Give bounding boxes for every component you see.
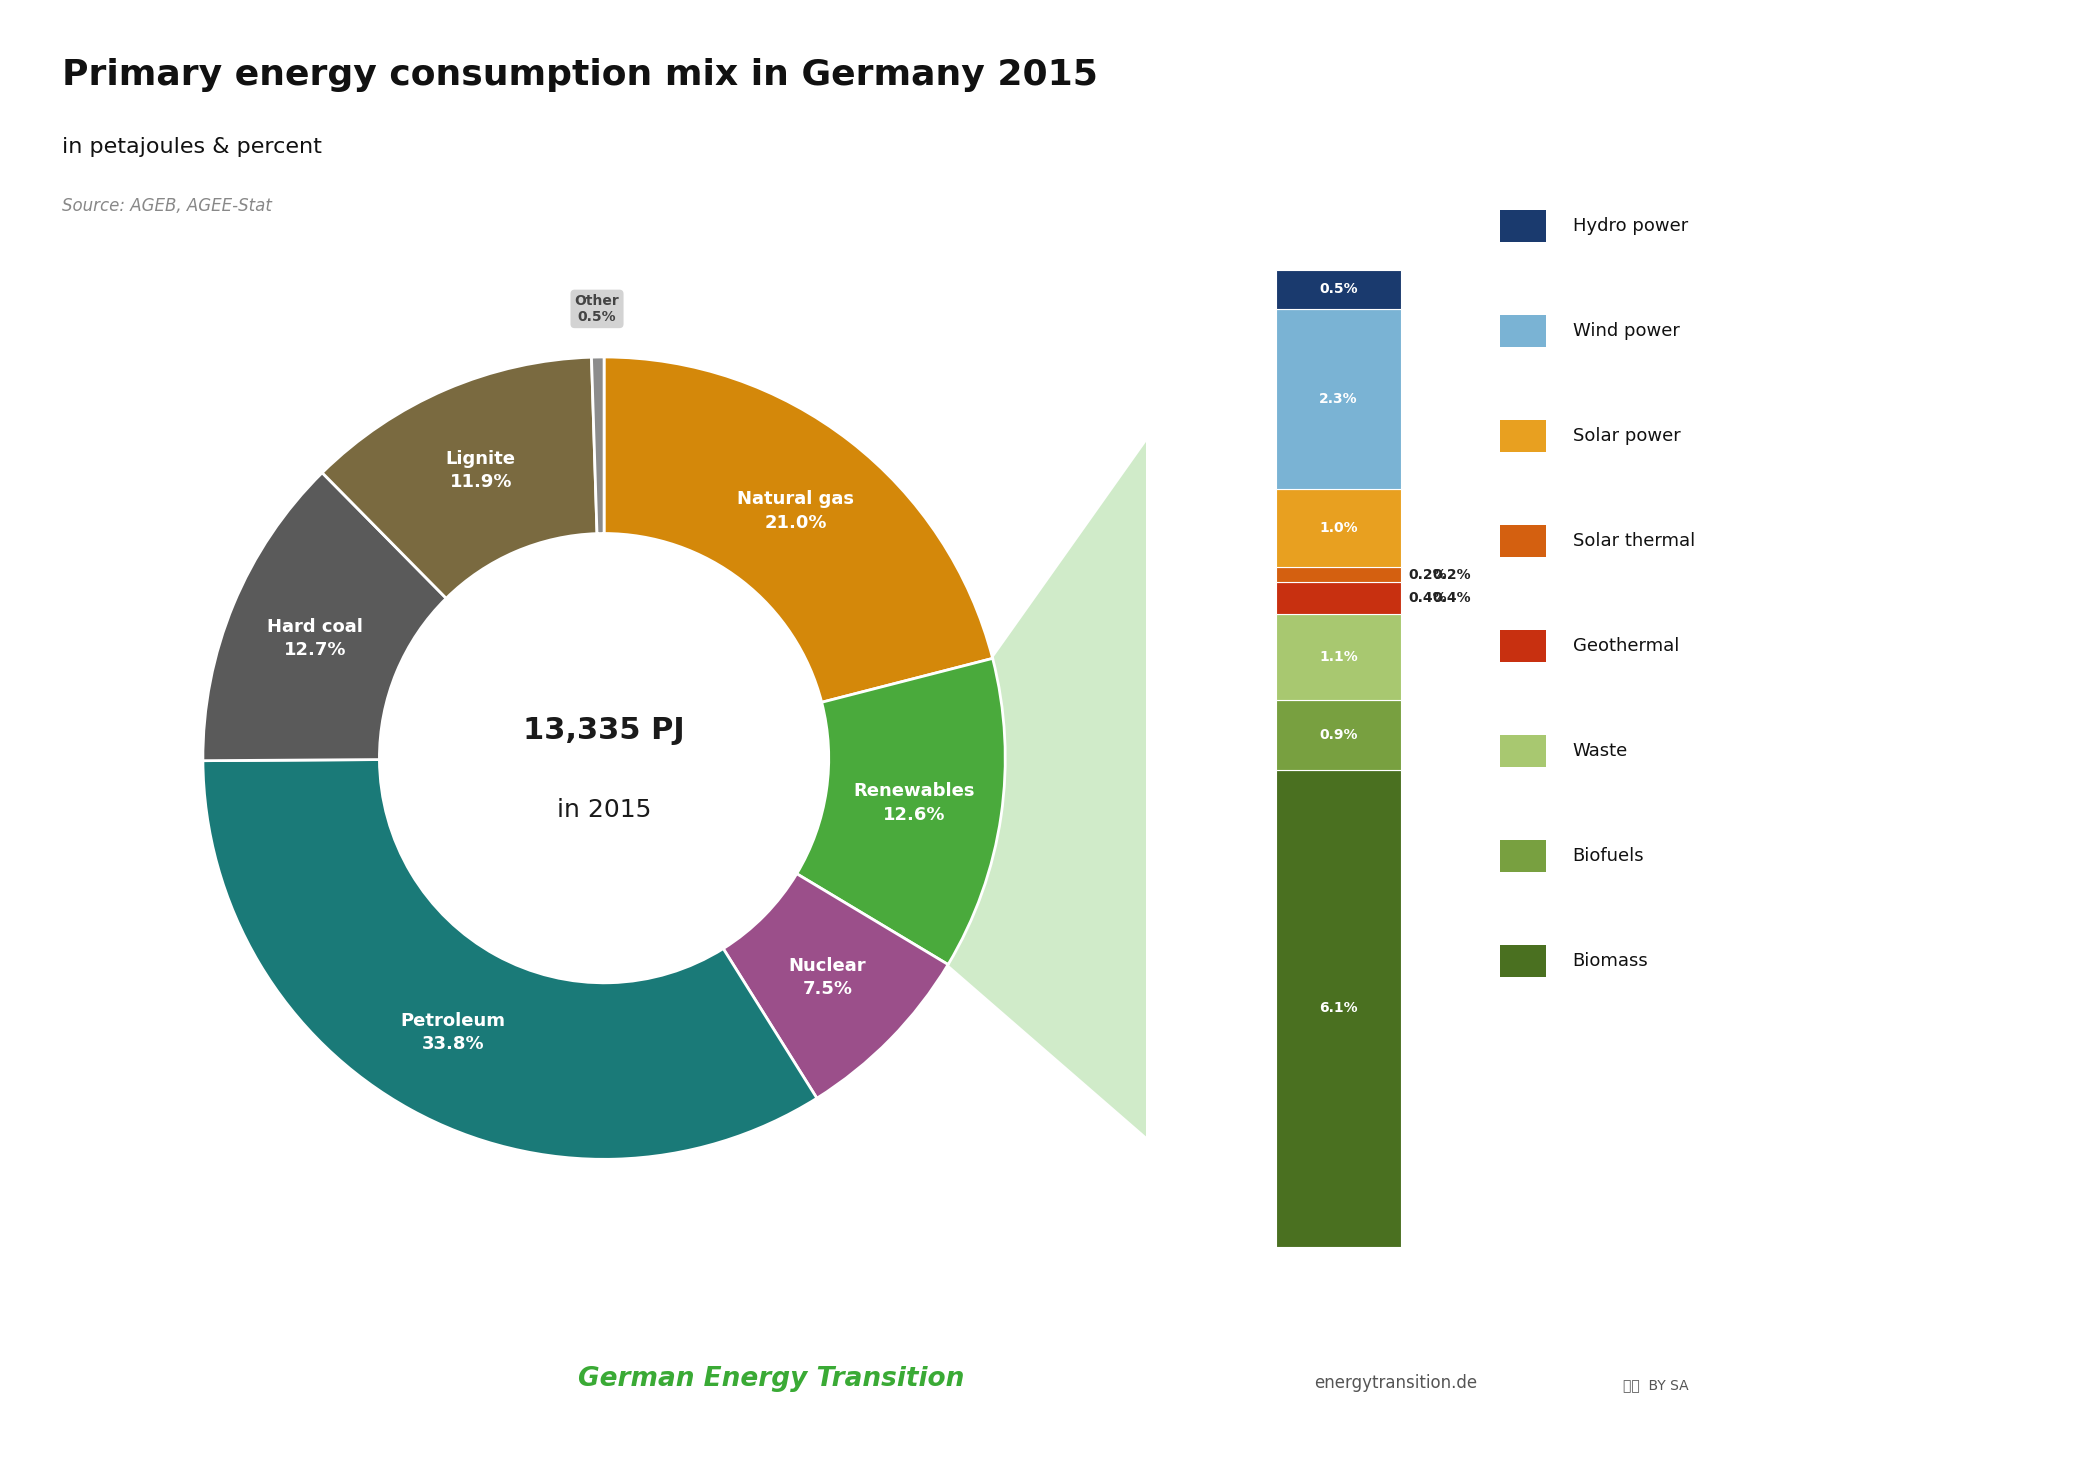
Bar <box>1275 270 1400 309</box>
Bar <box>1275 567 1400 582</box>
Polygon shape <box>948 281 1260 1235</box>
Wedge shape <box>202 472 446 761</box>
Text: Biomass: Biomass <box>1573 952 1648 970</box>
Text: Source: AGEB, AGEE-Stat: Source: AGEB, AGEE-Stat <box>62 197 273 214</box>
Text: Natural gas
21.0%: Natural gas 21.0% <box>737 490 854 532</box>
Text: Other
0.5%: Other 0.5% <box>575 295 619 324</box>
Text: Lignite
11.9%: Lignite 11.9% <box>446 451 517 491</box>
Bar <box>1275 700 1400 770</box>
Text: Petroleum
33.8%: Petroleum 33.8% <box>400 1012 506 1053</box>
Text: 0.5%: 0.5% <box>1319 283 1358 296</box>
Wedge shape <box>592 357 604 534</box>
Text: Waste: Waste <box>1573 742 1629 760</box>
Text: Solar power: Solar power <box>1573 427 1681 445</box>
Text: 0.4%: 0.4% <box>1408 590 1448 605</box>
Text: 0.2%: 0.2% <box>1431 567 1471 582</box>
Text: Hydro power: Hydro power <box>1573 217 1687 235</box>
Text: energytransition.de: energytransition.de <box>1314 1375 1477 1392</box>
Text: Biofuels: Biofuels <box>1573 847 1643 865</box>
Text: Geothermal: Geothermal <box>1573 637 1679 655</box>
Text: 0.4%: 0.4% <box>1431 590 1471 605</box>
Text: Solar thermal: Solar thermal <box>1573 532 1696 550</box>
Bar <box>1275 488 1400 567</box>
Wedge shape <box>202 760 817 1159</box>
Text: in petajoules & percent: in petajoules & percent <box>62 137 323 157</box>
Text: 2.3%: 2.3% <box>1319 392 1358 405</box>
Bar <box>1275 614 1400 700</box>
Text: Wind power: Wind power <box>1573 322 1679 340</box>
Bar <box>1275 309 1400 488</box>
Text: in 2015: in 2015 <box>556 799 652 822</box>
Wedge shape <box>723 873 948 1098</box>
Text: Renewables
12.6%: Renewables 12.6% <box>852 783 975 824</box>
Wedge shape <box>604 357 994 703</box>
Text: 0.9%: 0.9% <box>1319 728 1358 742</box>
Text: 1.1%: 1.1% <box>1319 650 1358 663</box>
Text: ⒸⒸ  BY SA: ⒸⒸ BY SA <box>1623 1378 1689 1392</box>
Bar <box>1275 582 1400 614</box>
Text: 13,335 PJ: 13,335 PJ <box>523 716 685 745</box>
Text: Nuclear
7.5%: Nuclear 7.5% <box>789 956 867 999</box>
Text: Hard coal
12.7%: Hard coal 12.7% <box>267 618 362 659</box>
Text: 1.0%: 1.0% <box>1319 521 1358 535</box>
Bar <box>1275 770 1400 1247</box>
Text: German Energy Transition: German Energy Transition <box>577 1366 964 1392</box>
Text: Primary energy consumption mix in Germany 2015: Primary energy consumption mix in German… <box>62 58 1098 92</box>
Wedge shape <box>323 357 598 598</box>
Text: 6.1%: 6.1% <box>1319 1002 1358 1015</box>
Wedge shape <box>796 659 1006 965</box>
Text: 0.2%: 0.2% <box>1408 567 1448 582</box>
